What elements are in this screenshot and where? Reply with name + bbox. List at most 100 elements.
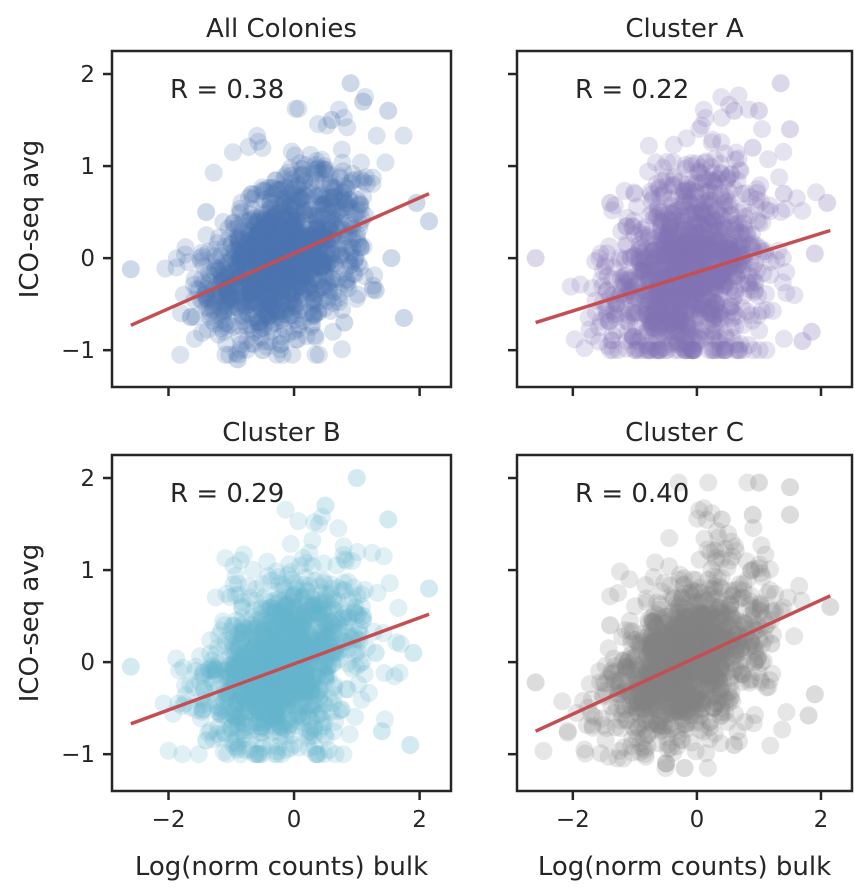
scatter-point <box>787 189 806 208</box>
scatter-point <box>266 207 285 226</box>
scatter-point <box>603 326 622 344</box>
scatter-point <box>703 130 722 149</box>
scatter-point <box>266 272 285 291</box>
scatter-point <box>700 579 719 598</box>
scatter-point <box>242 284 260 303</box>
scatter-point <box>254 705 273 724</box>
scatter-point <box>701 283 720 302</box>
scatter-point <box>693 693 712 712</box>
scatter-point <box>668 317 687 336</box>
scatter-point <box>228 638 247 657</box>
scatter-point <box>647 310 666 329</box>
scatter-point <box>297 327 316 345</box>
scatter-point <box>303 603 322 622</box>
scatter-point <box>219 229 238 248</box>
scatter-point <box>241 216 260 235</box>
scatter-point <box>638 306 657 325</box>
scatter-point <box>660 228 679 247</box>
scatter-point <box>301 629 320 648</box>
scatter-point <box>273 240 292 258</box>
scatter-point <box>296 672 315 691</box>
scatter-point <box>657 695 676 713</box>
scatter-point <box>241 315 260 334</box>
scatter-point <box>662 686 681 705</box>
scatter-point <box>279 231 298 250</box>
scatter-point <box>708 273 726 292</box>
scatter-point <box>272 232 291 250</box>
scatter-point <box>233 714 251 733</box>
scatter-point <box>253 182 272 200</box>
scatter-point <box>668 605 687 624</box>
scatter-point <box>648 675 667 694</box>
scatter-point <box>745 653 764 672</box>
scatter-point <box>714 622 733 641</box>
scatter-point <box>207 645 226 664</box>
scatter-point <box>308 238 327 257</box>
scatter-point <box>714 263 733 282</box>
scatter-point <box>233 599 252 618</box>
scatter-point <box>639 162 658 181</box>
scatter-point <box>219 689 238 708</box>
scatter-point <box>612 670 630 688</box>
scatter-point <box>697 327 715 346</box>
scatter-point <box>185 329 204 348</box>
scatter-point <box>730 239 749 258</box>
scatter-point <box>206 666 225 685</box>
scatter-point <box>295 171 314 190</box>
scatter-point <box>287 272 306 291</box>
scatter-point <box>204 297 223 316</box>
scatter-point <box>270 216 289 235</box>
scatter-point <box>272 668 291 687</box>
scatter-point <box>661 214 680 233</box>
scatter-point <box>664 153 683 172</box>
scatter-point <box>281 219 300 238</box>
scatter-point <box>534 742 553 760</box>
scatter-point <box>694 235 713 254</box>
scatter-point <box>694 499 713 518</box>
scatter-point <box>625 183 643 202</box>
scatter-point <box>658 607 677 626</box>
scatter-point <box>222 719 240 738</box>
scatter-point <box>268 640 287 659</box>
scatter-point <box>686 222 705 241</box>
scatter-points <box>526 74 837 360</box>
scatter-point <box>697 609 716 628</box>
scatter-point <box>278 688 297 707</box>
scatter-point <box>693 227 712 246</box>
scatter-point <box>212 286 231 305</box>
scatter-point <box>593 277 612 296</box>
scatter-point <box>558 722 577 740</box>
scatter-point <box>338 603 357 622</box>
scatter-point <box>666 202 685 221</box>
scatter-point <box>238 240 257 259</box>
scatter-point <box>324 621 343 640</box>
scatter-point <box>643 625 662 643</box>
scatter-point <box>263 315 282 333</box>
scatter-point <box>209 717 228 736</box>
scatter-point <box>309 595 328 614</box>
scatter-point <box>757 285 776 303</box>
scatter-point <box>257 639 276 657</box>
scatter-point <box>274 691 293 710</box>
scatter-point <box>656 229 674 248</box>
scatter-point <box>154 694 173 713</box>
scatter-point <box>641 341 659 360</box>
scatter-point <box>266 646 285 665</box>
scatter-point <box>618 208 637 227</box>
scatter-point <box>295 689 314 708</box>
scatter-point <box>297 620 316 639</box>
scatter-point <box>658 304 677 322</box>
scatter-point <box>655 681 674 700</box>
y-tick-label: 1 <box>80 154 95 180</box>
scatter-point <box>310 591 329 610</box>
scatter-point <box>702 133 721 152</box>
scatter-point <box>668 323 687 342</box>
scatter-point <box>673 258 692 277</box>
scatter-point <box>642 312 661 331</box>
scatter-point <box>642 242 661 261</box>
scatter-point <box>682 616 701 635</box>
scatter-point <box>284 696 303 715</box>
scatter-point <box>244 241 263 260</box>
scatter-point <box>313 507 331 526</box>
scatter-point <box>677 274 696 293</box>
